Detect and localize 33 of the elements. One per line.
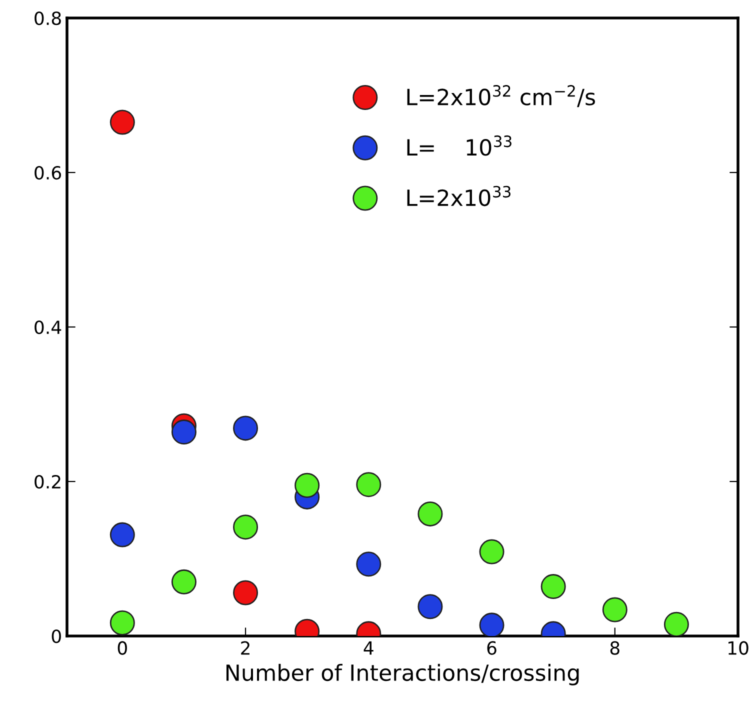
point xyxy=(418,501,443,526)
point xyxy=(110,610,135,636)
y-tick-label: 0.4 xyxy=(34,320,62,334)
x-tick-label: 8 xyxy=(610,641,620,655)
point xyxy=(110,522,135,548)
x-tick-label: 4 xyxy=(364,641,374,655)
point xyxy=(356,552,382,577)
x-tick-label: 2 xyxy=(241,641,250,655)
x-tick-label: 0 xyxy=(118,641,127,655)
point xyxy=(418,594,443,620)
point xyxy=(356,472,382,498)
y-tick-label: 0 xyxy=(52,629,61,644)
point xyxy=(171,420,196,445)
point xyxy=(664,612,689,636)
point xyxy=(540,574,566,600)
point xyxy=(110,110,135,135)
y-tick-label: 0.2 xyxy=(34,474,60,489)
point xyxy=(171,569,196,594)
point xyxy=(233,514,258,540)
y-tick-label: 0.8 xyxy=(34,11,61,26)
point xyxy=(479,539,504,564)
x-tick-label: 10 xyxy=(728,641,748,655)
point xyxy=(233,416,258,441)
point xyxy=(233,580,258,606)
point xyxy=(479,612,504,636)
point xyxy=(294,472,320,498)
x-tick-label: 6 xyxy=(487,641,496,655)
point xyxy=(602,597,628,622)
legend-label: L=2x10$^{33}$ xyxy=(407,186,510,206)
legend-label: L= 10$^{33}$ xyxy=(407,135,512,156)
x-axis-title: Number of Interactions/crossing xyxy=(226,664,579,686)
legend-label: L=2x10$^{32}$ cm$^{−2}$/s xyxy=(407,85,595,108)
y-tick-label: 0.6 xyxy=(34,166,62,180)
